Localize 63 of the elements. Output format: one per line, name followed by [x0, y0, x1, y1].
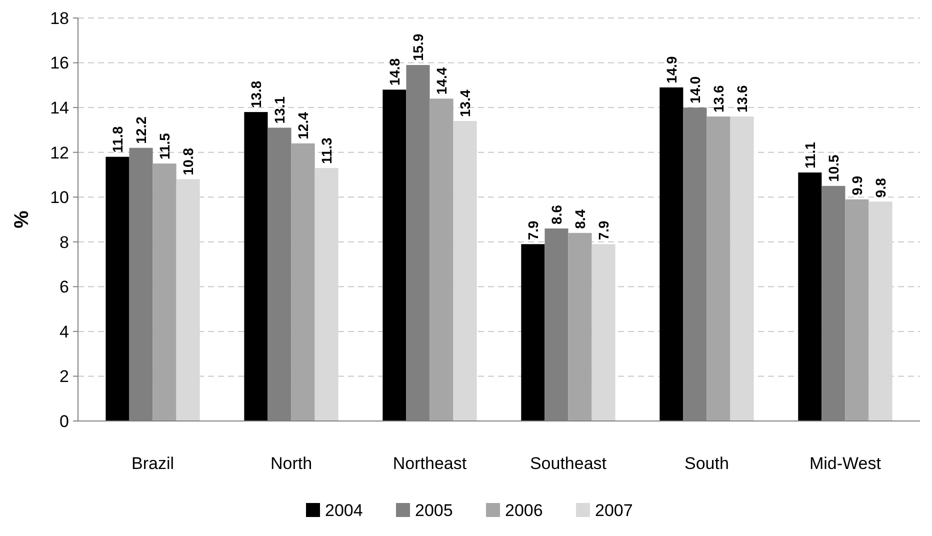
data-label: 11.8 [109, 126, 126, 153]
x-tick-label: Brazil [132, 454, 174, 473]
x-tick-label: Northeast [392, 454, 467, 473]
legend-label: 2005 [415, 501, 453, 520]
bar [592, 244, 616, 421]
data-label: 15.9 [410, 34, 426, 62]
bar [568, 232, 592, 421]
data-label: 11.3 [318, 137, 335, 164]
bar [152, 164, 176, 421]
data-label: 9.8 [872, 178, 889, 198]
bar [706, 116, 730, 421]
legend-label: 2004 [325, 501, 363, 520]
y-tick-label: 10 [50, 188, 69, 208]
data-label: 13.8 [248, 80, 264, 108]
y-tick-label: 14 [50, 98, 69, 118]
bar [291, 143, 315, 421]
bar [106, 156, 130, 421]
data-label: 14.9 [663, 56, 680, 84]
data-label: 12.4 [295, 112, 312, 140]
y-axis-title: % [11, 210, 33, 228]
data-label: 8.6 [548, 204, 564, 224]
y-tick-label: 16 [50, 54, 69, 73]
data-label: 13.1 [272, 96, 288, 124]
x-tick-label: Mid-West [809, 454, 882, 473]
legend-label: 2007 [595, 501, 633, 520]
x-tick-label: Southeast [530, 454, 607, 473]
bar [453, 120, 477, 421]
y-tick-label: 0 [60, 412, 69, 431]
bar [176, 179, 200, 421]
bar [868, 202, 892, 421]
data-label: 7.9 [524, 220, 541, 240]
y-tick-label: 18 [50, 8, 69, 28]
x-tick-label: North [270, 454, 312, 473]
data-label: 14.4 [434, 67, 450, 95]
data-label: 13.4 [457, 90, 474, 117]
bar [521, 244, 545, 421]
y-tick-label: 8 [60, 232, 69, 252]
y-tick-label: 6 [60, 278, 69, 297]
y-tick-label: 12 [50, 143, 69, 162]
data-label: 13.6 [734, 85, 750, 113]
bar [798, 172, 822, 421]
data-label: 14.0 [686, 76, 703, 104]
bar [244, 112, 268, 421]
bar [314, 168, 338, 421]
data-label: 10.5 [825, 154, 842, 182]
data-label: 12.2 [133, 116, 150, 144]
data-label: 13.6 [710, 85, 726, 113]
data-label: 8.4 [572, 209, 588, 229]
legend-label: 2006 [505, 501, 543, 520]
data-label: 11.5 [156, 132, 173, 160]
data-label: 11.1 [802, 142, 818, 168]
data-label: 14.8 [386, 58, 402, 86]
data-label: 10.8 [180, 148, 196, 176]
y-tick-label: 4 [60, 322, 69, 342]
data-label: 7.9 [596, 220, 612, 240]
bar [845, 199, 869, 421]
bar [430, 98, 454, 421]
x-tick-label: South [684, 454, 729, 473]
bar [660, 87, 684, 421]
y-tick-label: 2 [60, 367, 69, 386]
data-label: 9.9 [848, 176, 865, 196]
bar [730, 116, 754, 421]
bar [382, 90, 406, 421]
